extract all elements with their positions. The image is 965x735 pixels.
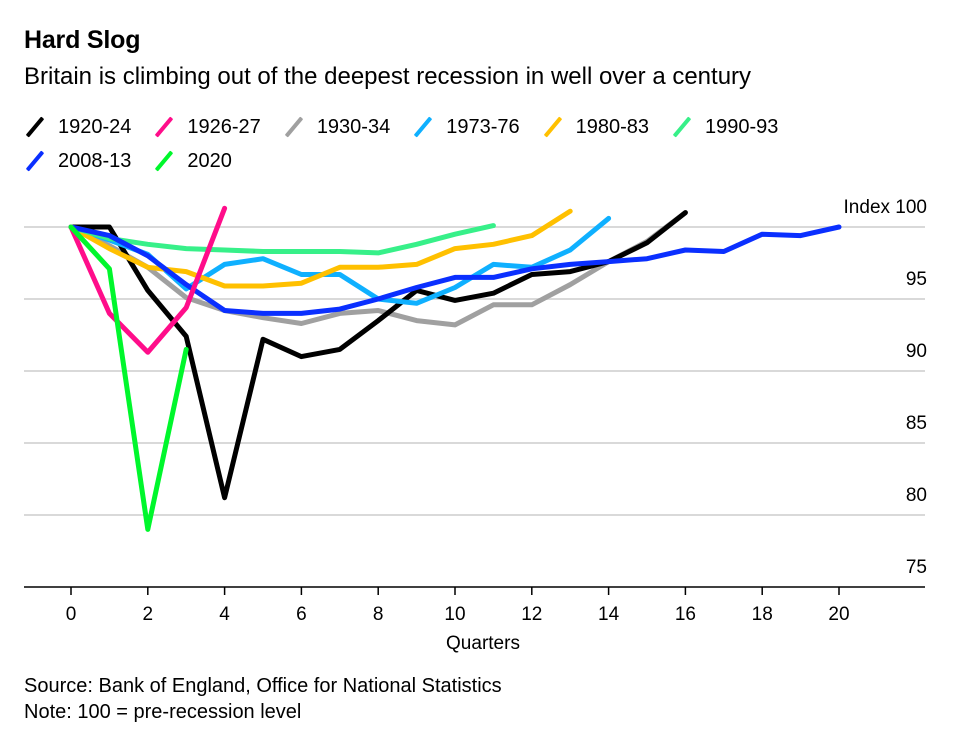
legend-label: 1980-83: [575, 115, 650, 138]
y-tick-label: 95: [906, 269, 927, 290]
y-tick-label: 85: [906, 413, 927, 434]
legend-row: 1920-24 1926-27 1930-34 1973-76 1980-83 …: [24, 110, 924, 144]
footer: Source: Bank of England, Office for Nati…: [24, 673, 502, 725]
legend-item-1920-24: 1920-24: [24, 116, 131, 139]
y-tick-label: 75: [906, 557, 927, 578]
legend-label: 1920-24: [58, 115, 132, 138]
x-tick-label: 0: [66, 604, 77, 625]
series-line-1990-93: [68, 223, 496, 256]
legend-label: 2020: [187, 149, 232, 172]
x-tick-label: 2: [143, 604, 154, 625]
legend-item-2020: 2020: [153, 150, 232, 173]
x-axis-title: Quarters: [446, 633, 520, 654]
y-axis-labels: 75 80 85 90 95 Index 100: [844, 197, 927, 578]
series-line-1980-83: [68, 208, 573, 289]
legend-item-2008-13: 2008-13: [24, 150, 131, 173]
legend-item-1973-76: 1973-76: [412, 116, 519, 139]
x-tick-label: 10: [444, 604, 465, 625]
legend: 1920-24 1926-27 1930-34 1973-76 1980-83 …: [24, 110, 924, 178]
legend-label: 1930-34: [316, 115, 391, 138]
x-tick-label: 6: [296, 604, 307, 625]
legend-item-1980-83: 1980-83: [542, 116, 649, 139]
legend-label: 1973-76: [446, 115, 520, 138]
legend-item-1990-93: 1990-93: [671, 116, 778, 139]
x-tick-label: 4: [219, 604, 230, 625]
series-lines: [68, 205, 842, 532]
legend-label: 2008-13: [58, 149, 132, 172]
y-tick-label: 90: [906, 341, 927, 362]
series-line-1930-34: [68, 210, 688, 328]
chart-subtitle: Britain is climbing out of the deepest r…: [24, 63, 752, 90]
legend-label: 1926-27: [187, 115, 261, 138]
footnote: Note: 100 = pre-recession level: [24, 701, 302, 723]
series-line-2008-13: [68, 224, 842, 316]
series-line-1926-27: [68, 205, 228, 355]
legend-item-1930-34: 1930-34: [283, 116, 390, 139]
x-tick-label: 16: [675, 604, 696, 625]
y-tick-label: 80: [906, 485, 927, 506]
legend-label: 1990-93: [705, 115, 779, 138]
x-tick-label: 18: [752, 604, 773, 625]
source-note: Source: Bank of England, Office for Nati…: [24, 675, 502, 697]
legend-row: 2008-13 2020: [24, 144, 924, 178]
x-tick-label: 8: [373, 604, 384, 625]
x-tick-label: 14: [598, 604, 620, 625]
x-axis: 0 2 4 6 8 10 12 14 16 18 20: [24, 586, 925, 625]
chart-title: Hard Slog: [24, 26, 141, 54]
x-tick-label: 12: [521, 604, 542, 625]
y-tick-label: Index 100: [844, 197, 927, 218]
x-tick-label: 20: [828, 604, 849, 625]
legend-item-1926-27: 1926-27: [153, 116, 260, 139]
series-line-2020: [68, 224, 189, 532]
